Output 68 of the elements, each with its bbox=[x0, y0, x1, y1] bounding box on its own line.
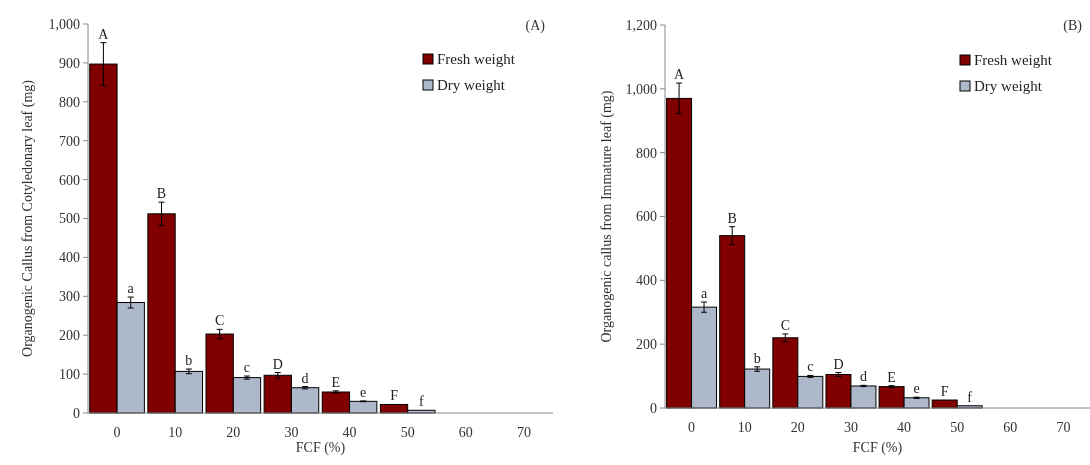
x-tick-label: 30 bbox=[284, 425, 299, 440]
data-label: a bbox=[700, 286, 708, 302]
data-label: F bbox=[390, 388, 399, 404]
data-label: C bbox=[214, 313, 225, 329]
x-tick-label: 50 bbox=[950, 420, 965, 435]
legend-label: Fresh weight bbox=[974, 52, 1053, 68]
y-tick-label: 600 bbox=[636, 209, 657, 225]
y-tick-label: 200 bbox=[636, 337, 657, 353]
y-tick-label: 800 bbox=[59, 94, 80, 110]
y-tick-label: 800 bbox=[636, 145, 657, 161]
chart-title: (B) bbox=[1063, 18, 1083, 34]
x-tick-label: 30 bbox=[843, 420, 858, 435]
data-label: F bbox=[940, 384, 949, 400]
y-tick-label: 100 bbox=[59, 367, 80, 382]
data-label: E bbox=[331, 374, 341, 390]
y-tick-label: 700 bbox=[59, 133, 80, 149]
y-tick-label: 1,000 bbox=[625, 81, 657, 97]
data-label: B bbox=[156, 186, 167, 202]
data-label: d bbox=[301, 370, 309, 386]
data-label: f bbox=[419, 394, 425, 410]
x-tick-label: 10 bbox=[737, 420, 752, 435]
data-label: e bbox=[913, 381, 920, 397]
y-axis-title: Organogenic callus from Immature leaf (mg) bbox=[599, 90, 615, 343]
x-tick-label: 60 bbox=[458, 425, 473, 440]
x-tick-label: 70 bbox=[516, 425, 531, 440]
x-axis-title: FCF (%) bbox=[295, 440, 346, 456]
x-tick-label: 20 bbox=[790, 420, 805, 435]
data-label: A bbox=[98, 26, 110, 42]
data-label: d bbox=[859, 369, 867, 385]
y-tick-label: 0 bbox=[73, 405, 80, 421]
data-label: a bbox=[127, 281, 135, 297]
x-tick-label: 40 bbox=[897, 420, 912, 435]
data-label: D bbox=[833, 356, 844, 372]
legend-label: Fresh weight bbox=[437, 51, 516, 67]
data-label: b bbox=[753, 350, 761, 366]
data-label: f bbox=[967, 389, 973, 405]
x-tick-label: 20 bbox=[226, 425, 241, 440]
y-tick-label: 0 bbox=[650, 400, 657, 416]
data-label: E bbox=[887, 369, 896, 385]
data-label: B bbox=[727, 210, 737, 226]
legend-label: Dry weight bbox=[437, 77, 506, 93]
x-tick-label: 40 bbox=[342, 425, 357, 440]
x-tick-label: 0 bbox=[113, 425, 121, 440]
data-label: c bbox=[807, 359, 814, 375]
x-tick-label: 0 bbox=[688, 420, 696, 435]
y-tick-label: 600 bbox=[59, 172, 80, 188]
data-label: b bbox=[185, 353, 193, 369]
x-axis-title: FCF (%) bbox=[852, 440, 903, 456]
y-tick-label: 500 bbox=[59, 211, 80, 227]
x-tick-label: 50 bbox=[400, 425, 415, 440]
y-tick-label: 900 bbox=[59, 55, 80, 71]
chart-title: (A) bbox=[525, 18, 546, 34]
y-tick-label: 1,200 bbox=[625, 17, 657, 33]
y-tick-label: 1,000 bbox=[48, 16, 80, 32]
y-tick-label: 200 bbox=[59, 328, 80, 344]
data-label: C bbox=[780, 317, 790, 333]
data-label: A bbox=[674, 67, 686, 83]
x-tick-label: 60 bbox=[1003, 420, 1018, 435]
data-label: c bbox=[243, 360, 251, 376]
x-tick-label: 70 bbox=[1056, 420, 1071, 435]
data-label: D bbox=[272, 356, 283, 372]
x-tick-label: 10 bbox=[168, 425, 183, 440]
y-tick-label: 400 bbox=[636, 273, 657, 289]
legend-label: Dry weight bbox=[974, 78, 1043, 94]
data-label: e bbox=[360, 384, 367, 400]
y-tick-label: 400 bbox=[59, 250, 80, 266]
y-tick-label: 300 bbox=[59, 289, 80, 305]
y-axis-title: Organogenic Callus from Cotyledonary leaf (mg) bbox=[20, 79, 36, 357]
